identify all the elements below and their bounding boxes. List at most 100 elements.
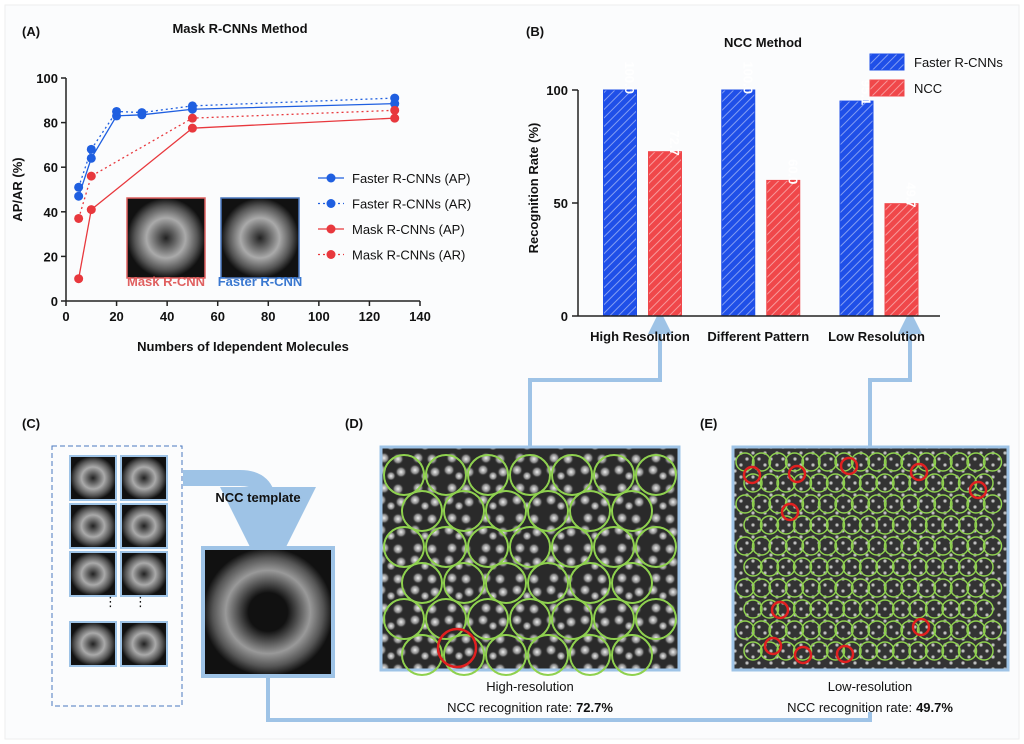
data-point bbox=[74, 191, 84, 201]
detection-circle bbox=[908, 515, 928, 535]
x-tick-label: 140 bbox=[409, 309, 431, 324]
value-label: 49.7 bbox=[904, 182, 919, 207]
detection-circle bbox=[966, 620, 986, 640]
detection-circle bbox=[941, 599, 961, 619]
detection-circle bbox=[908, 641, 928, 661]
legend-label: Mask R-CNNs (AR) bbox=[352, 248, 465, 263]
x-tick-label: 0 bbox=[62, 309, 69, 324]
detection-circle bbox=[801, 620, 821, 640]
value-label: 72.7 bbox=[667, 130, 682, 155]
detection-circle bbox=[825, 641, 846, 661]
detection-circle bbox=[924, 641, 945, 661]
data-point bbox=[390, 93, 400, 103]
data-point bbox=[74, 182, 84, 192]
y-tick-label: 20 bbox=[44, 249, 58, 264]
detection-circle bbox=[485, 562, 527, 604]
y-tick-label: 0 bbox=[561, 309, 568, 324]
detection-circle bbox=[867, 494, 887, 514]
detection-circle bbox=[949, 536, 970, 556]
detection-circle bbox=[966, 494, 986, 514]
value-label: 60.0 bbox=[785, 159, 800, 184]
detection-circle bbox=[527, 490, 569, 532]
detection-circle bbox=[792, 473, 813, 493]
missed-circle bbox=[911, 617, 931, 637]
legend-swatch bbox=[869, 79, 905, 97]
data-point bbox=[137, 108, 147, 118]
bar bbox=[603, 89, 637, 317]
data-point bbox=[187, 113, 197, 123]
series-line bbox=[78, 97, 395, 188]
value-label: 100.0 bbox=[740, 61, 755, 94]
y-tick-label: 40 bbox=[44, 205, 58, 220]
detection-circle bbox=[875, 473, 895, 493]
legend-label: Mask R-CNNs (AP) bbox=[352, 222, 465, 237]
y-tick-label: 100 bbox=[36, 71, 58, 86]
missed-circle bbox=[839, 456, 859, 476]
y-tick-label: 60 bbox=[44, 160, 58, 175]
detection-circle bbox=[551, 526, 593, 568]
detection-circle bbox=[982, 536, 1003, 556]
detection-circle bbox=[825, 515, 846, 535]
detection-circle bbox=[792, 515, 813, 535]
detection-circle bbox=[924, 557, 945, 577]
detection-circle bbox=[401, 562, 443, 604]
detection-circle bbox=[867, 536, 887, 556]
detection-circle bbox=[858, 515, 879, 535]
detection-circle bbox=[443, 490, 485, 532]
legend-label: NCC bbox=[914, 81, 942, 96]
rate-label: NCC recognition rate: bbox=[787, 700, 912, 715]
detection-circle bbox=[759, 599, 780, 619]
detection-circle bbox=[908, 473, 928, 493]
inset-label: Mask R-CNN bbox=[127, 274, 205, 289]
detection-circle bbox=[792, 599, 813, 619]
detection-circle bbox=[425, 598, 467, 640]
detection-circle bbox=[569, 634, 611, 676]
missed-circle bbox=[763, 636, 783, 656]
detection-circle bbox=[768, 452, 788, 472]
inset-label: Faster R-CNN bbox=[218, 274, 303, 289]
detection-circle bbox=[875, 599, 895, 619]
x-tick-label: Low Resolution bbox=[828, 329, 925, 344]
rate-caption: NCC recognition rate: 72.7% bbox=[447, 700, 613, 715]
detection-circle bbox=[751, 494, 772, 514]
detection-circle bbox=[867, 620, 887, 640]
detection-circle bbox=[809, 599, 829, 619]
detection-circle bbox=[776, 557, 796, 577]
legend-label: Faster R-CNNs bbox=[914, 55, 1003, 70]
detection-circle bbox=[751, 620, 772, 640]
legend-marker bbox=[326, 199, 336, 208]
detection-circle bbox=[825, 557, 846, 577]
detection-circle bbox=[611, 490, 653, 532]
detection-circle bbox=[751, 536, 772, 556]
detection-circle bbox=[809, 473, 829, 493]
detection-circle bbox=[467, 526, 509, 568]
detection-circle bbox=[593, 526, 635, 568]
template-set bbox=[51, 445, 183, 707]
legend-label: Faster R-CNNs (AP) bbox=[352, 171, 470, 186]
detection-circle bbox=[735, 578, 755, 598]
missed-circle bbox=[787, 464, 807, 484]
detection-circle bbox=[966, 578, 986, 598]
detection-circle bbox=[883, 536, 904, 556]
detection-circle bbox=[957, 641, 978, 661]
detection-circle bbox=[908, 599, 928, 619]
thumb bbox=[69, 503, 117, 549]
detection-circle bbox=[743, 599, 763, 619]
detection-circle bbox=[509, 598, 551, 640]
y-axis-label: AP/AR (%) bbox=[10, 157, 25, 221]
data-point bbox=[390, 105, 400, 115]
detection-circle bbox=[883, 494, 904, 514]
x-axis-label: Numbers of Idependent Molecules bbox=[137, 339, 349, 354]
detection-circle bbox=[974, 641, 994, 661]
chart-title: Mask R-CNNs Method bbox=[172, 21, 307, 36]
detection-circle bbox=[743, 641, 763, 661]
y-tick-label: 100 bbox=[546, 83, 568, 98]
detection-circle bbox=[784, 536, 805, 556]
detection-circle bbox=[850, 494, 871, 514]
y-tick-label: 80 bbox=[44, 116, 58, 131]
detection-circle bbox=[916, 536, 937, 556]
bar bbox=[766, 179, 801, 317]
detection-circle bbox=[776, 599, 796, 619]
rate-caption: NCC recognition rate: 49.7% bbox=[787, 700, 953, 715]
x-tick-label: 20 bbox=[109, 309, 123, 324]
